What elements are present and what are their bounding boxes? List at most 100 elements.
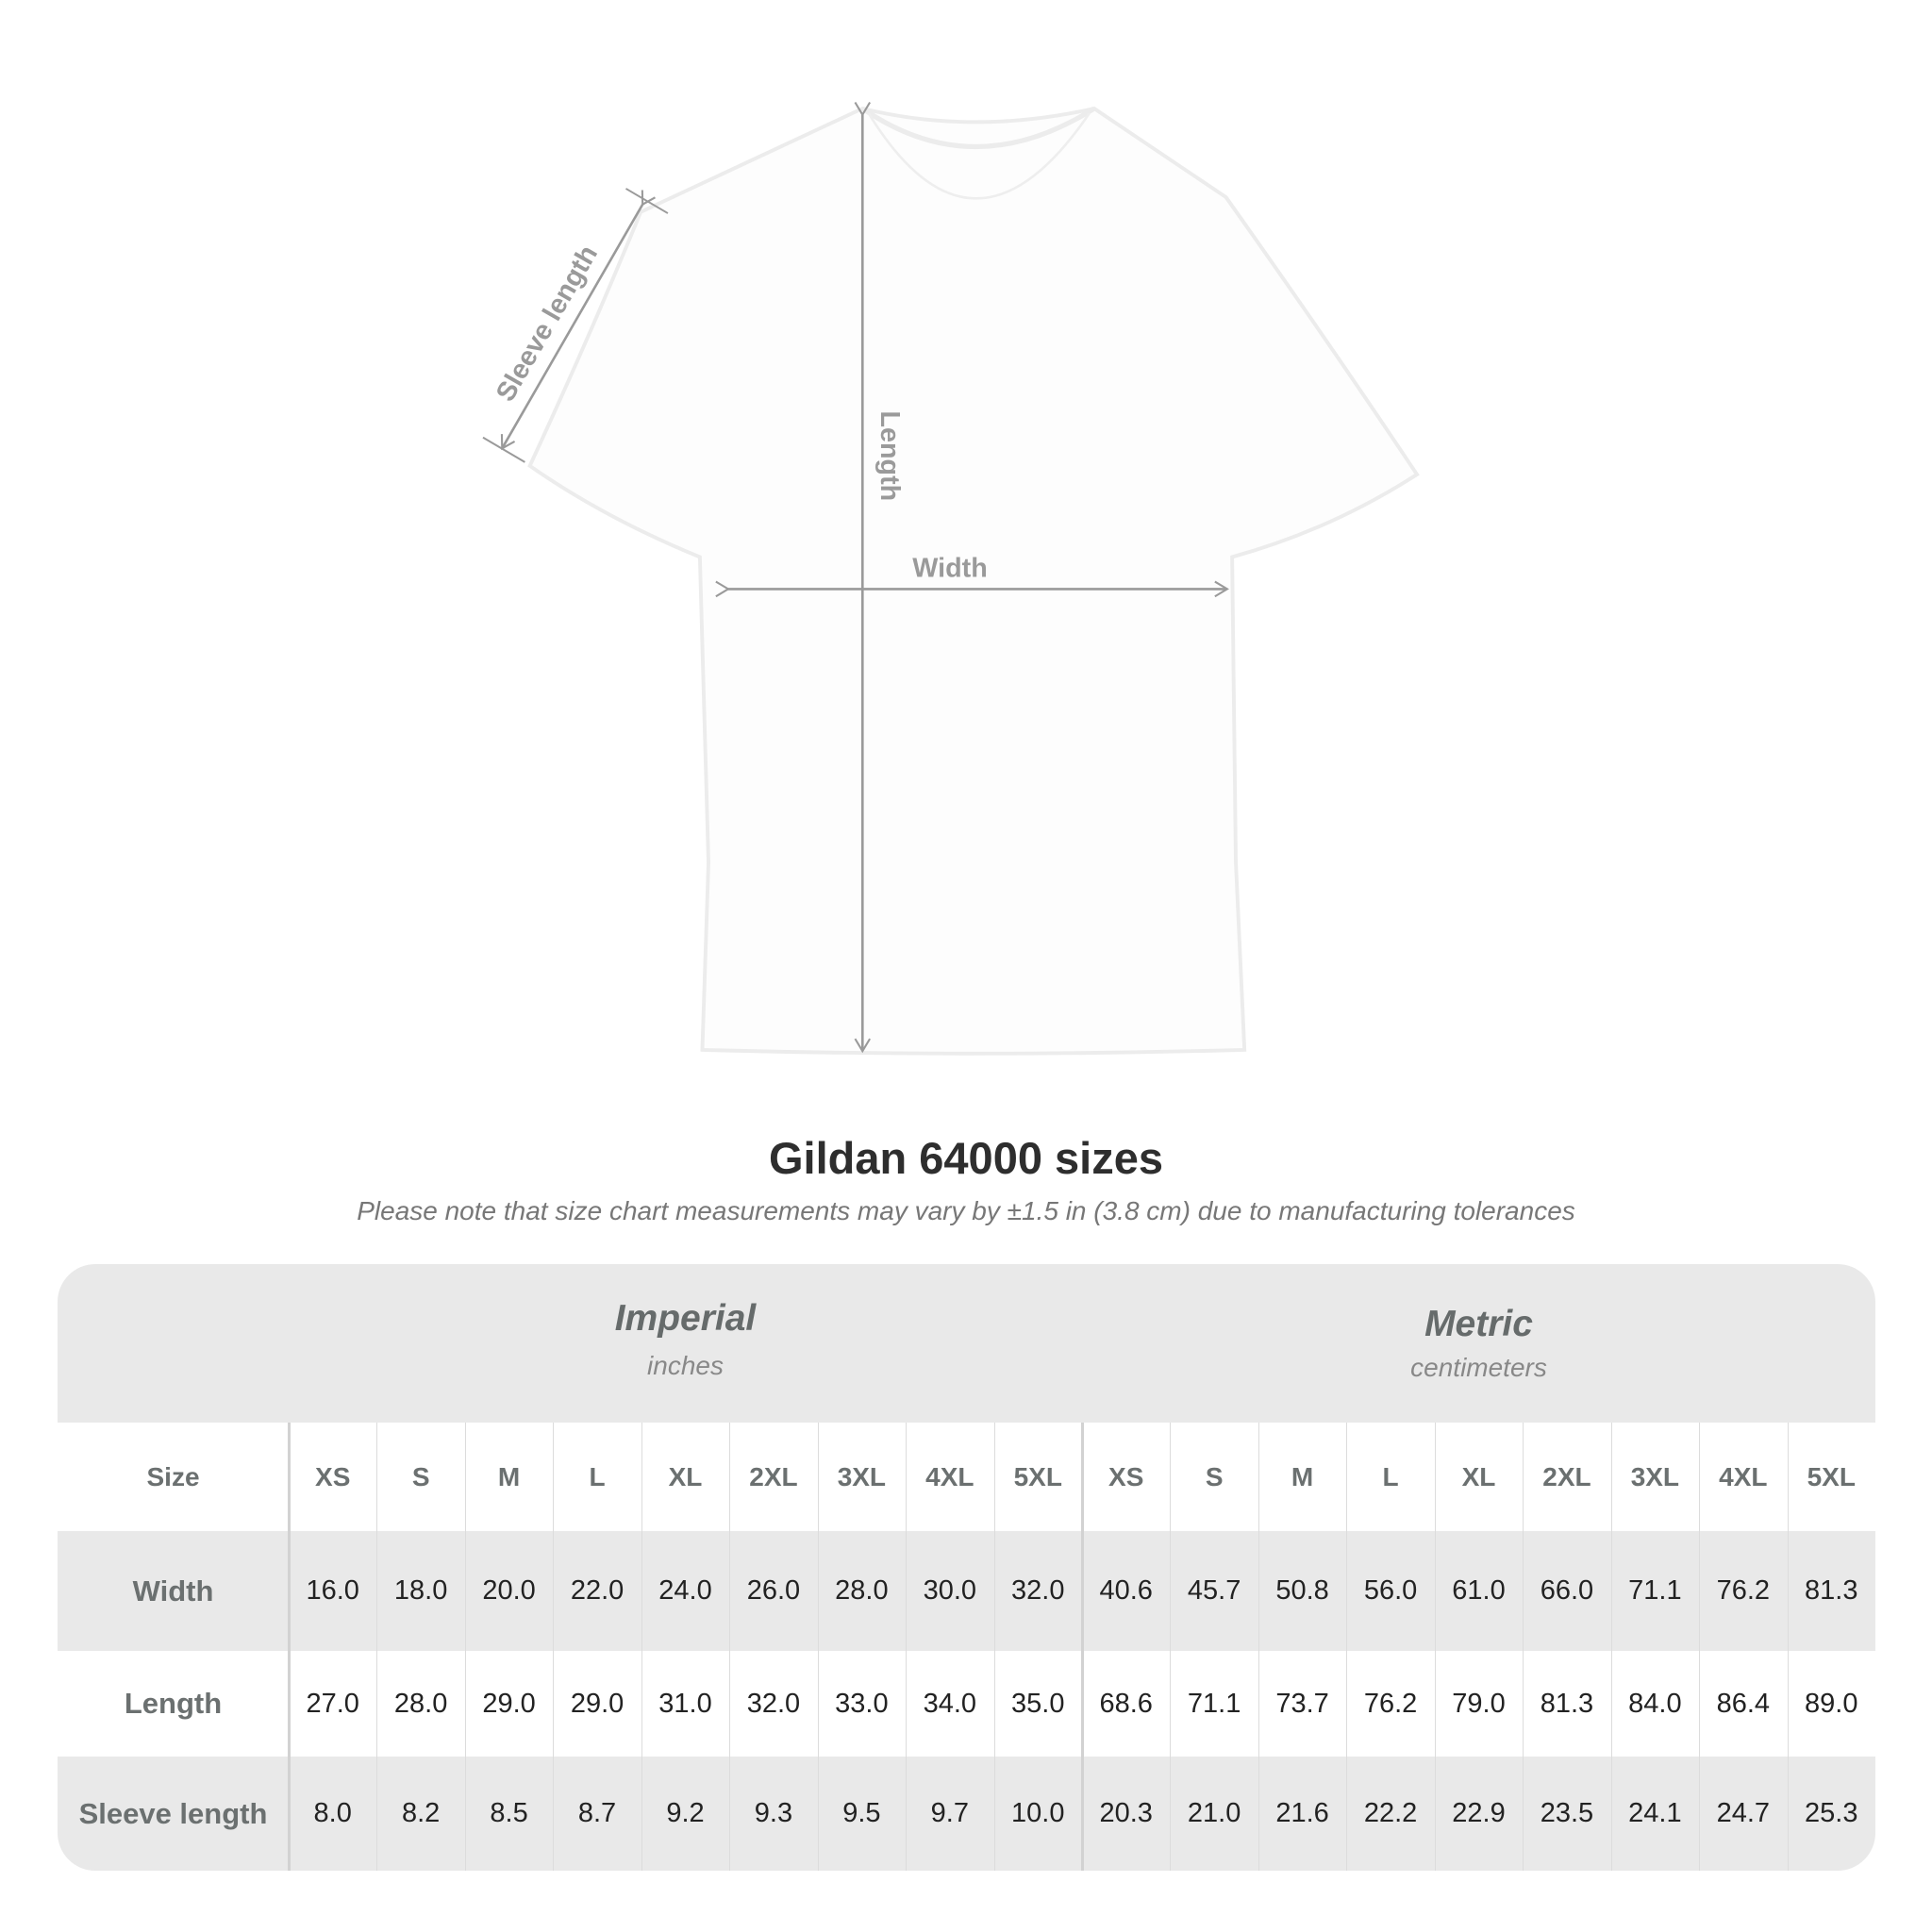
value-cell: 8.7 [577, 1798, 617, 1828]
value-cell: 29.0 [482, 1688, 536, 1719]
width-label: Width [912, 553, 987, 583]
value-cell: 28.0 [393, 1688, 448, 1719]
value-cell: 81.3 [1540, 1688, 1594, 1719]
column-divider [1081, 1423, 1084, 1871]
page-title: Gildan 64000 sizes [768, 1133, 1164, 1183]
value-cell: 18.0 [393, 1575, 448, 1606]
value-cell: 71.1 [1187, 1688, 1241, 1719]
value-cell: 22.9 [1452, 1798, 1506, 1828]
size-header-cell: 5XL [1013, 1461, 1062, 1491]
value-cell: 20.3 [1099, 1798, 1153, 1828]
column-divider [641, 1423, 642, 1871]
value-cell: 20.0 [482, 1575, 536, 1606]
value-cell: 28.0 [835, 1575, 889, 1606]
value-cell: 29.0 [570, 1688, 625, 1719]
group-unit: centimeters [1410, 1353, 1547, 1382]
row-label: Width [132, 1574, 214, 1607]
size-header-cell: 5XL [1807, 1461, 1856, 1491]
column-divider [1787, 1423, 1789, 1871]
column-divider [288, 1423, 291, 1871]
size-header-cell: S [411, 1461, 430, 1491]
size-header-cell: M [1291, 1461, 1314, 1491]
row-band [58, 1757, 1875, 1871]
value-cell: 45.7 [1187, 1575, 1241, 1606]
value-cell: 8.5 [490, 1798, 528, 1828]
value-cell: 33.0 [835, 1688, 889, 1719]
column-divider [993, 1423, 995, 1871]
value-cell: 21.0 [1187, 1798, 1241, 1828]
value-cell: 76.2 [1363, 1688, 1418, 1719]
group-unit: inches [647, 1351, 724, 1380]
value-cell: 81.3 [1805, 1575, 1858, 1606]
group-name: Imperial [614, 1298, 757, 1339]
size-header-cell: XS [315, 1461, 351, 1491]
group-metric: Metric centimeters [1082, 1264, 1875, 1423]
value-cell: 40.6 [1099, 1575, 1153, 1606]
value-cell: 9.2 [666, 1798, 705, 1828]
size-header-cell: M [497, 1461, 521, 1491]
length-label: Length [874, 410, 905, 501]
value-cell: 31.0 [658, 1688, 712, 1719]
column-divider [1610, 1423, 1612, 1871]
value-cell: 86.4 [1716, 1688, 1771, 1719]
column-divider [1523, 1423, 1524, 1871]
column-divider [906, 1423, 908, 1871]
column-divider [376, 1423, 378, 1871]
value-cell: 76.2 [1716, 1575, 1771, 1606]
value-cell: 16.0 [306, 1575, 359, 1606]
value-cell: 50.8 [1275, 1575, 1329, 1606]
value-cell: 30.0 [923, 1575, 977, 1606]
size-table: Imperial inches Metric centimeters Size X… [58, 1264, 1875, 1871]
value-cell: 73.7 [1275, 1688, 1329, 1719]
value-cell: 84.0 [1628, 1688, 1682, 1719]
size-header: Size [146, 1461, 200, 1491]
size-header-cell: XL [668, 1461, 703, 1491]
value-cell: 79.0 [1452, 1688, 1506, 1719]
column-divider [729, 1423, 731, 1871]
sleeve-arrow [500, 190, 656, 451]
row-band [58, 1531, 1875, 1651]
value-cell: 8.0 [313, 1798, 352, 1828]
value-cell: 71.1 [1628, 1575, 1682, 1606]
size-header-cell: 4XL [925, 1461, 974, 1491]
value-cell: 9.3 [754, 1798, 793, 1828]
column-divider [553, 1423, 555, 1871]
size-header-cell: XS [1108, 1461, 1144, 1491]
value-cell: 32.0 [746, 1688, 801, 1719]
value-cell: 24.7 [1716, 1798, 1771, 1828]
size-header-cell: S [1205, 1461, 1224, 1491]
value-cell: 25.3 [1805, 1798, 1858, 1828]
column-divider [1699, 1423, 1701, 1871]
group-name: Metric [1424, 1304, 1533, 1344]
value-cell: 10.0 [1011, 1798, 1065, 1828]
value-cell: 24.0 [658, 1575, 712, 1606]
value-cell: 66.0 [1540, 1575, 1594, 1606]
header-band [58, 1264, 1875, 1423]
collar [860, 106, 1096, 149]
value-cell: 22.2 [1363, 1798, 1418, 1828]
value-cell: 24.1 [1628, 1798, 1682, 1828]
size-header-cell: L [589, 1461, 606, 1491]
column-divider [1346, 1423, 1348, 1871]
size-header-cell: 4XL [1719, 1461, 1768, 1491]
size-header-cell: 2XL [749, 1461, 798, 1491]
size-header-cell: 3XL [837, 1461, 887, 1491]
value-cell: 22.0 [570, 1575, 625, 1606]
value-cell: 89.0 [1805, 1688, 1858, 1719]
column-divider [464, 1423, 466, 1871]
tshirt-diagram: Length Width Sleeve length [482, 101, 1420, 1056]
value-cell: 34.0 [923, 1688, 977, 1719]
tolerance-note: Please note that size chart measurements… [357, 1196, 1575, 1225]
value-cell: 9.7 [930, 1798, 969, 1828]
value-cell: 61.0 [1452, 1575, 1506, 1606]
value-cell: 56.0 [1363, 1575, 1418, 1606]
value-cell: 8.2 [401, 1798, 441, 1828]
column-divider [1257, 1423, 1259, 1871]
value-cell: 32.0 [1011, 1575, 1065, 1606]
value-cell: 9.5 [842, 1798, 881, 1828]
size-header-cell: 2XL [1542, 1461, 1591, 1491]
value-cell: 26.0 [746, 1575, 801, 1606]
column-divider [1170, 1423, 1172, 1871]
size-header-cell: XL [1461, 1461, 1496, 1491]
column-divider [1434, 1423, 1436, 1871]
